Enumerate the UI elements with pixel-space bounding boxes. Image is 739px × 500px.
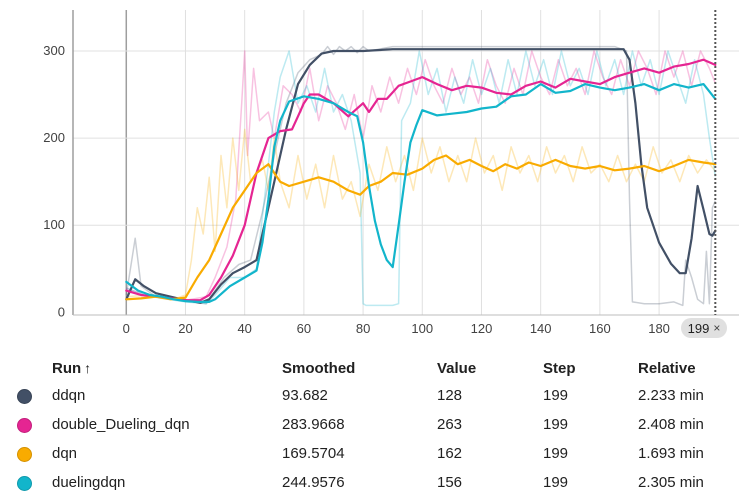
smoothed-value: 283.9668 bbox=[282, 416, 345, 433]
series-color-swatch bbox=[17, 446, 32, 462]
series-color-swatch bbox=[17, 475, 32, 491]
x-tick-label: 140 bbox=[530, 321, 552, 336]
legend-row: duelingdqn 244.9576 156 199 2.305 min bbox=[0, 468, 739, 497]
x-tick-label: 80 bbox=[356, 321, 370, 336]
run-name: duelingdqn bbox=[52, 474, 126, 491]
raw-series-lines bbox=[125, 45, 717, 307]
legend-row: dqn 169.5704 162 199 1.693 min bbox=[0, 439, 739, 468]
legend-header-row: Run ↑ Smoothed Value Step Relative bbox=[0, 355, 739, 381]
x-tick-label: 20 bbox=[178, 321, 192, 336]
series-color-swatch bbox=[17, 388, 32, 404]
swatch-header bbox=[0, 355, 52, 381]
legend-row: double_Dueling_dqn 283.9668 263 199 2.40… bbox=[0, 410, 739, 439]
raw-value: 263 bbox=[437, 416, 463, 433]
step-cursor-label: 199 bbox=[687, 320, 710, 336]
legend-table: Run ↑ Smoothed Value Step Relative ddqn 9… bbox=[0, 355, 739, 497]
x-tick-label: 40 bbox=[237, 321, 251, 336]
close-icon[interactable]: × bbox=[713, 321, 721, 335]
smoothed-value: 169.5704 bbox=[282, 445, 345, 462]
smoothed-value: 93.682 bbox=[282, 387, 328, 404]
raw-value: 128 bbox=[437, 387, 463, 404]
series-color-swatch bbox=[17, 417, 32, 433]
smoothed-column-header[interactable]: Smoothed bbox=[282, 359, 356, 377]
ddqn-raw-line bbox=[125, 45, 716, 307]
run-name: ddqn bbox=[52, 387, 86, 404]
tick-labels: 0 20 40 60 80 100 120 140 160 180 0 100 200 300 bbox=[43, 43, 670, 336]
y-tick-label: 200 bbox=[43, 130, 65, 145]
value-column-header[interactable]: Value bbox=[437, 359, 477, 377]
y-tick-label: 300 bbox=[43, 43, 65, 58]
relative-time: 2.305 min bbox=[638, 474, 704, 491]
double_Dueling_dqn-raw-line bbox=[126, 50, 716, 301]
dqn-smoothed-line bbox=[125, 154, 717, 301]
smoothed-value: 244.9576 bbox=[282, 474, 345, 491]
step-value: 199 bbox=[543, 416, 569, 433]
x-tick-label: 160 bbox=[589, 321, 611, 336]
double_Dueling_dqn-smoothed-line bbox=[125, 58, 717, 302]
y-tick-label: 0 bbox=[58, 304, 65, 319]
sort-arrow-icon: ↑ bbox=[84, 359, 92, 376]
run-name: dqn bbox=[52, 445, 78, 462]
run-header-label: Run bbox=[52, 359, 82, 377]
step-value: 199 bbox=[543, 445, 569, 462]
x-tick-label: 0 bbox=[123, 321, 130, 336]
dqn-raw-line bbox=[126, 128, 716, 301]
axes bbox=[72, 10, 739, 316]
raw-value: 156 bbox=[437, 474, 463, 491]
gridlines bbox=[73, 10, 739, 315]
step-column-header[interactable]: Step bbox=[543, 359, 576, 377]
raw-value: 162 bbox=[437, 445, 463, 462]
step-value: 199 bbox=[543, 387, 569, 404]
y-tick-label: 100 bbox=[43, 217, 65, 232]
run-column-header[interactable]: Run ↑ bbox=[52, 355, 282, 381]
x-tick-label: 100 bbox=[411, 321, 433, 336]
relative-time: 2.233 min bbox=[638, 387, 704, 404]
step-value: 199 bbox=[543, 474, 569, 491]
duelingdqn-smoothed-line bbox=[125, 83, 717, 303]
x-tick-label: 60 bbox=[297, 321, 311, 336]
smoothed-series-lines bbox=[125, 48, 717, 304]
line-chart: 0 20 40 60 80 100 120 140 160 180 0 100 200 300 bbox=[43, 10, 739, 336]
relative-time: 1.693 min bbox=[638, 445, 704, 462]
legend-row: ddqn 93.682 128 199 2.233 min bbox=[0, 381, 739, 410]
step-cursor-badge[interactable]: 199 × bbox=[681, 318, 727, 338]
x-tick-label: 180 bbox=[648, 321, 670, 336]
run-name: double_Dueling_dqn bbox=[52, 416, 190, 433]
relative-column-header[interactable]: Relative bbox=[638, 359, 696, 377]
x-tick-label: 120 bbox=[471, 321, 493, 336]
relative-time: 2.408 min bbox=[638, 416, 704, 433]
